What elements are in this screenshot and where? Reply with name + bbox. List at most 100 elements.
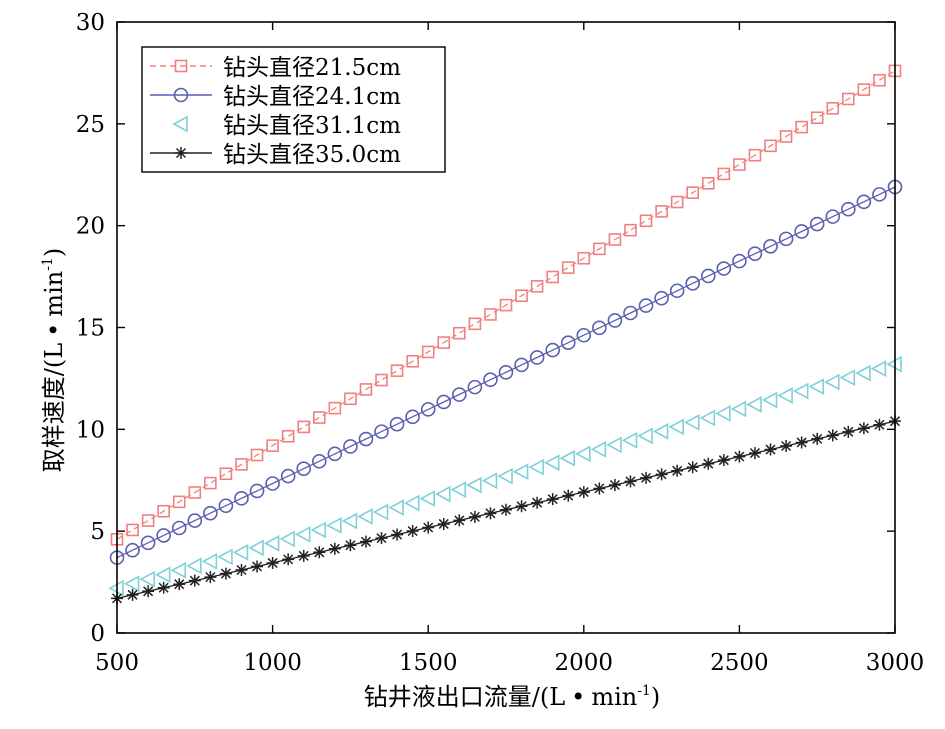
series-3-point-32-shape — [608, 478, 621, 491]
series-2-point-49-shape — [870, 360, 887, 377]
series-2-point-35 — [652, 423, 669, 440]
series-3-point-40 — [733, 450, 746, 463]
series-1-point-18-shape — [389, 416, 405, 432]
series-0-point-19 — [406, 355, 419, 368]
series-3-point-48-shape — [857, 422, 870, 435]
y-axis-title-main: 取样速度/(L — [40, 343, 68, 472]
series-2-point-45-shape — [808, 378, 825, 395]
series-0-point-31-shape — [593, 242, 606, 256]
series-1-point-48 — [856, 194, 872, 210]
series-0-point-22-shape — [453, 326, 466, 340]
series-3-point-32 — [608, 478, 621, 491]
series-3-point-45-shape — [811, 432, 824, 445]
series-3-point-25-shape — [500, 503, 512, 516]
series-0-point-32-shape — [608, 233, 622, 246]
series-0-point-47-shape — [842, 92, 855, 106]
series-1-point-19-shape — [405, 409, 420, 425]
series-2-point-28-shape — [543, 454, 560, 472]
series-0-point-2 — [141, 514, 155, 527]
series-0-point-28 — [546, 270, 559, 284]
series-3-point-20-shape — [422, 521, 435, 534]
series-1-point-38 — [700, 268, 716, 284]
series-1-point-29 — [560, 335, 576, 350]
series-1-point-6 — [203, 505, 218, 521]
legend-box — [141, 46, 446, 173]
series-3-point-44 — [795, 436, 808, 449]
series-0-point-11-shape — [281, 429, 295, 443]
x-axis-title-dot: • — [571, 683, 585, 711]
series-1-point-46-shape — [825, 209, 841, 224]
legend-label-215: 钻头直径21.5cm — [223, 55, 401, 81]
series-3-point-17 — [375, 532, 388, 545]
series-2-point-47 — [839, 369, 856, 386]
series-1-point-36-shape — [669, 283, 685, 299]
series-1-point-10-shape — [265, 476, 280, 491]
series-2-point-44 — [792, 382, 809, 400]
series-1-point-2-shape — [140, 535, 156, 551]
series-2-point-24-shape — [481, 472, 498, 489]
series-2-point-36 — [668, 418, 684, 436]
series-0-point-16 — [359, 383, 373, 396]
series-3-point-7-shape — [219, 567, 232, 580]
series-2-point-20 — [419, 490, 436, 507]
series-3-point-19-shape — [406, 525, 419, 538]
series-0-point-1 — [126, 523, 139, 537]
series-0-point-29-shape — [561, 261, 575, 274]
series-1-point-1-shape — [125, 542, 140, 558]
series-0-point-34 — [639, 214, 653, 228]
series-2-point-32-shape — [606, 436, 622, 454]
series-3-point-49-shape — [873, 418, 886, 431]
series-2-point-15 — [341, 512, 358, 530]
series-3-point-34 — [640, 471, 653, 484]
series-0-point-49 — [873, 73, 886, 87]
series-2-point-46-shape — [824, 373, 840, 391]
series-1-point-4 — [171, 520, 187, 536]
series-2-point-20-shape — [419, 490, 436, 507]
series-2-point-26-shape — [512, 463, 529, 481]
series-1-point-31-shape — [592, 320, 607, 336]
series-3-point-46 — [826, 429, 839, 442]
series-2-point-19-shape — [403, 494, 420, 512]
series-0-point-36 — [670, 195, 684, 209]
series-1-point-44 — [794, 224, 809, 239]
series-0-point-33 — [624, 223, 637, 237]
series-2-point-29 — [559, 449, 576, 467]
series-3-point-42-shape — [764, 443, 777, 456]
series-1-point-46 — [825, 209, 841, 224]
series-3-point-38-shape — [702, 457, 715, 470]
y-tick-label-3: 15 — [76, 316, 105, 342]
series-0-point-46-shape — [826, 102, 840, 115]
series-2-point-48 — [855, 364, 871, 382]
series-3-point-28 — [546, 493, 559, 506]
series-0-point-12-shape — [297, 420, 311, 434]
series-0-point-8 — [235, 458, 248, 471]
series-3-point-3 — [157, 581, 170, 594]
y-axis-title-dot: • — [40, 323, 68, 337]
series-3-point-27 — [531, 496, 544, 509]
series-2-point-4 — [170, 561, 187, 579]
series-1-point-45-shape — [809, 216, 825, 232]
series-3-point-35 — [655, 468, 668, 481]
series-2-point-7 — [217, 548, 233, 566]
series-2-point-41 — [746, 396, 762, 413]
series-2-point-41-shape — [746, 396, 762, 413]
series-1-point-11 — [280, 468, 296, 484]
series-0-point-42-shape — [764, 139, 777, 153]
series-3-point-4 — [173, 578, 186, 591]
series-3-point-18 — [391, 528, 404, 541]
legend-marker-0-shape — [174, 59, 188, 73]
series-1-point-41 — [747, 246, 763, 261]
series-0-point-15 — [344, 392, 357, 406]
series-1-point-5-shape — [187, 513, 203, 528]
series-3-point-44-shape — [795, 436, 808, 449]
series-3-point-2-shape — [142, 585, 155, 598]
series-3-point-14-shape — [328, 542, 341, 555]
series-1-point-11-shape — [280, 468, 296, 484]
series-2-point-34 — [637, 427, 653, 445]
y-axis-title-unit: min — [40, 271, 68, 317]
series-3-point-3-shape — [157, 581, 170, 594]
series-3-point-24 — [484, 507, 497, 520]
series-1-point-38-shape — [700, 268, 716, 284]
series-1-point-14-shape — [327, 446, 343, 462]
